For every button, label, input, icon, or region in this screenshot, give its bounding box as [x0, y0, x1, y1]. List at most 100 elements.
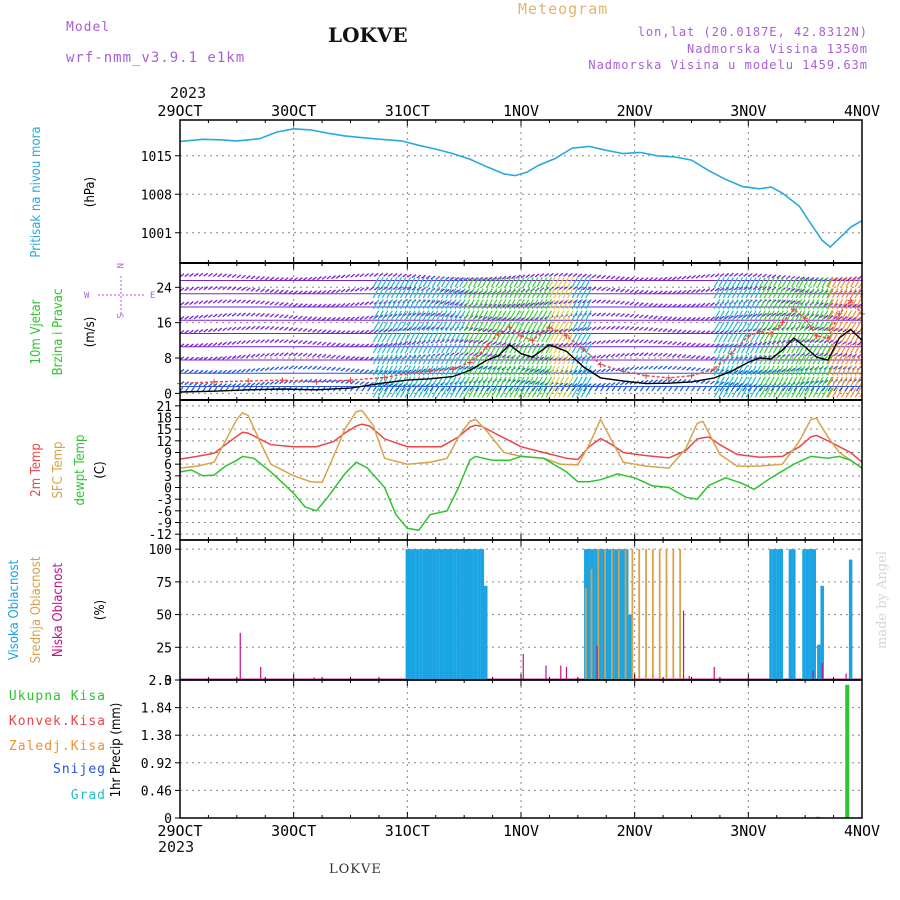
wind-barb-tick: [359, 329, 365, 334]
pressure-line: [179, 127, 863, 249]
wind-arrow: [553, 277, 560, 288]
wind-arrow: [731, 299, 739, 310]
wind-arrow: [454, 365, 462, 376]
wind-barb-tick: [477, 352, 483, 357]
wind-arrow: [527, 365, 534, 376]
wind-barb-tick: [639, 339, 644, 344]
y-tick-label: -3: [156, 493, 172, 508]
wind-arrow: [450, 332, 457, 343]
wind-barb-tick: [620, 339, 625, 344]
wind-arrow: [580, 376, 588, 387]
wind-arrow: [754, 299, 762, 310]
wind-arrow-low: [429, 386, 434, 392]
wind-arrow: [803, 321, 811, 332]
wind-arrow: [798, 365, 806, 376]
wind-barb-tick: [643, 290, 649, 295]
wind-arrow: [831, 387, 839, 398]
wind-arrow-low: [418, 386, 423, 392]
cloud-bar-high_cloud: [601, 549, 605, 680]
wind-arrow: [718, 277, 725, 288]
cloud-bar-mid_cloud: [672, 549, 675, 680]
wind-arrow: [798, 288, 806, 299]
wind-barb-tick: [728, 272, 734, 277]
wind-barb-tick: [217, 286, 223, 291]
wind-arrow: [808, 376, 815, 387]
wind-arrow: [440, 365, 448, 376]
cloud-bar-high_cloud: [788, 549, 793, 680]
wind-barb-tick: [193, 300, 199, 305]
wind-arrow: [777, 354, 784, 365]
y-tick-label: 6: [164, 458, 172, 473]
wind-arrow: [399, 365, 407, 376]
wind-arrow: [557, 332, 565, 343]
wind-arrow: [445, 365, 452, 376]
wind-barb-tick: [601, 339, 606, 344]
wind-arrow-low: [190, 386, 195, 392]
wind-arrow: [817, 332, 824, 343]
wind-arrow: [463, 277, 471, 288]
wind-arrow: [763, 343, 771, 354]
wind-arrow: [509, 321, 516, 332]
wind-barb-tick: [307, 352, 313, 357]
wind-barb-tick: [340, 342, 346, 347]
wind-arrow: [854, 354, 862, 365]
wind-arrow: [567, 277, 574, 288]
wind-barb-tick: [482, 352, 488, 357]
wind-arrow: [377, 332, 384, 343]
wind-arrow: [504, 376, 512, 387]
wind-barb-tick: [601, 299, 606, 304]
cloud-bar-high_cloud: [460, 549, 464, 680]
wind-barb-tick: [203, 382, 209, 387]
wind-barb-tick: [250, 275, 256, 280]
wind-barb-tick: [776, 312, 782, 317]
wind-barb-tick: [298, 327, 303, 332]
wind-barb-tick: [662, 340, 668, 345]
wind-barb-tick: [624, 352, 630, 357]
cloud-bar-high_cloud: [594, 549, 598, 680]
wind-barb-tick: [444, 288, 450, 293]
station-title: LOKVE: [328, 23, 408, 47]
wind-speed-line: [179, 328, 863, 393]
wind-barb-tick: [624, 301, 630, 306]
wind-arrow: [399, 321, 407, 332]
wind-barb-tick: [203, 314, 209, 319]
wind-barb-tick: [672, 341, 677, 346]
wind-arrow: [545, 332, 553, 343]
wind-barb-tick: [231, 355, 237, 360]
wind-barb-tick: [264, 300, 270, 305]
wind-arrow-low: [736, 386, 741, 392]
wind-arrow: [486, 332, 493, 343]
wind-barb-tick: [255, 275, 261, 280]
wind-barb-tick: [757, 341, 763, 346]
wind-barb-tick: [492, 328, 497, 333]
wind-barb-tick: [331, 275, 336, 280]
year-bottom: 2023: [158, 838, 195, 856]
wind-barb-tick: [231, 312, 237, 317]
wind-arrow: [791, 376, 798, 387]
wind-gust-marker: [245, 377, 252, 384]
wind-arrow-low: [543, 386, 548, 392]
wind-barb-tick: [809, 339, 815, 344]
wind-barb-tick: [250, 368, 256, 373]
wind-arrow: [377, 321, 384, 332]
wind-barb-tick: [222, 273, 228, 278]
wind-arrow: [431, 343, 439, 354]
wind-arrow: [557, 299, 565, 310]
wind-arrow: [386, 299, 393, 310]
wind-arrow: [821, 310, 829, 321]
wind-barb-tick: [620, 381, 625, 386]
wind-arrow: [531, 288, 539, 299]
wind-barb-tick: [643, 314, 649, 319]
wind-barb-tick: [667, 328, 673, 333]
wind-barb-tick: [747, 272, 753, 277]
wind-barb-tick: [657, 352, 663, 357]
wind-arrow: [440, 387, 448, 398]
wind-barb-tick: [260, 300, 265, 305]
wind-arrow: [826, 299, 833, 310]
wind-arrow: [736, 343, 743, 354]
wind-arrow: [731, 288, 739, 299]
wind-arrow: [740, 387, 748, 398]
wind-arrow: [795, 343, 803, 354]
wind-barb-tick: [449, 289, 455, 294]
wind-arrow: [490, 277, 498, 288]
